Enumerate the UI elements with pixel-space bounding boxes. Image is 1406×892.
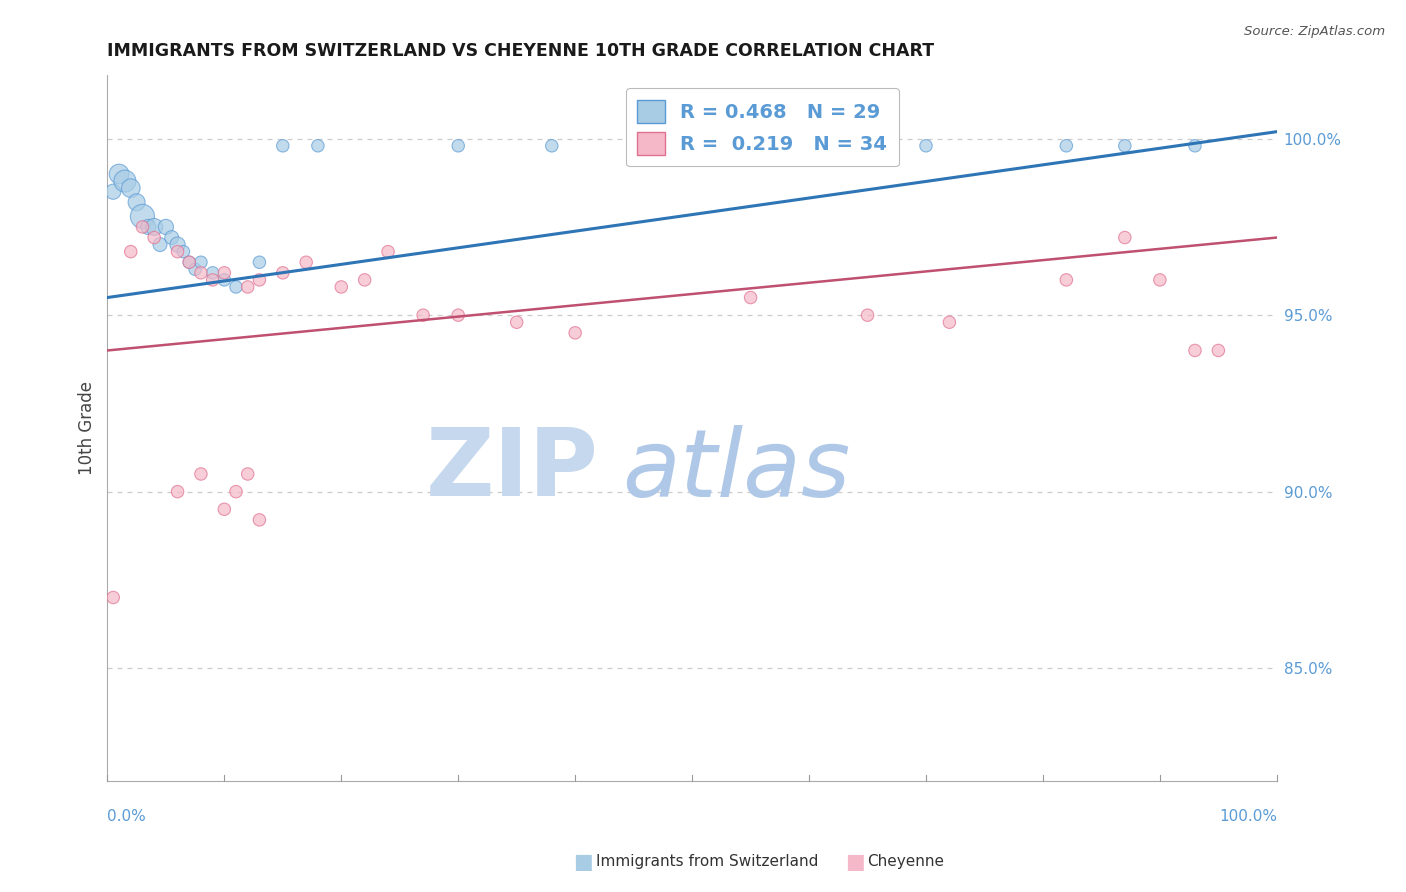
Point <box>330 280 353 294</box>
Point <box>143 219 166 234</box>
Point <box>1184 138 1206 153</box>
Point <box>214 266 236 280</box>
Point <box>236 280 259 294</box>
Point <box>108 167 131 181</box>
Point <box>505 315 527 329</box>
Point <box>114 174 136 188</box>
Point <box>120 181 142 195</box>
Point <box>179 255 201 269</box>
Text: 100.0%: 100.0% <box>1219 809 1277 824</box>
Point <box>225 484 247 499</box>
Text: Immigrants from Switzerland: Immigrants from Switzerland <box>596 855 818 869</box>
Point <box>540 138 562 153</box>
Point <box>125 195 148 210</box>
Point <box>307 138 329 153</box>
Point <box>271 266 294 280</box>
Point <box>915 138 938 153</box>
Point <box>1149 273 1171 287</box>
Point <box>149 237 172 252</box>
Point <box>190 255 212 269</box>
Point <box>1114 230 1136 244</box>
Point <box>155 219 177 234</box>
Point <box>938 315 960 329</box>
Point <box>447 308 470 322</box>
Text: ■: ■ <box>845 852 865 871</box>
Point <box>143 230 166 244</box>
Point <box>377 244 399 259</box>
Point <box>179 255 201 269</box>
Point <box>131 219 153 234</box>
Text: ■: ■ <box>574 852 593 871</box>
Point <box>1054 138 1077 153</box>
Text: Source: ZipAtlas.com: Source: ZipAtlas.com <box>1244 25 1385 38</box>
Point <box>214 273 236 287</box>
Point <box>120 244 142 259</box>
Point <box>1184 343 1206 358</box>
Point <box>271 138 294 153</box>
Point <box>190 467 212 481</box>
Point <box>131 210 153 224</box>
Point <box>1114 138 1136 153</box>
Point <box>190 266 212 280</box>
Point <box>1208 343 1230 358</box>
Point <box>201 266 224 280</box>
Point <box>447 138 470 153</box>
Point <box>740 291 762 305</box>
Point <box>249 255 271 269</box>
Point <box>856 308 879 322</box>
Text: Cheyenne: Cheyenne <box>868 855 945 869</box>
Point <box>412 308 434 322</box>
Point <box>103 185 125 199</box>
Point <box>214 502 236 516</box>
Point <box>249 513 271 527</box>
Point <box>564 326 586 340</box>
Point <box>236 467 259 481</box>
Point <box>249 273 271 287</box>
Point <box>821 138 844 153</box>
Point <box>166 237 188 252</box>
Point <box>172 244 194 259</box>
Y-axis label: 10th Grade: 10th Grade <box>79 381 96 475</box>
Point <box>136 219 159 234</box>
Text: atlas: atlas <box>621 425 851 516</box>
Point <box>1054 273 1077 287</box>
Point <box>166 484 188 499</box>
Point <box>166 244 188 259</box>
Text: 0.0%: 0.0% <box>107 809 146 824</box>
Point <box>103 591 125 605</box>
Text: IMMIGRANTS FROM SWITZERLAND VS CHEYENNE 10TH GRADE CORRELATION CHART: IMMIGRANTS FROM SWITZERLAND VS CHEYENNE … <box>107 42 935 60</box>
Point <box>184 262 207 277</box>
Legend: R = 0.468   N = 29, R =  0.219   N = 34: R = 0.468 N = 29, R = 0.219 N = 34 <box>626 88 898 167</box>
Point <box>225 280 247 294</box>
Point <box>201 273 224 287</box>
Text: ZIP: ZIP <box>426 425 599 516</box>
Point <box>160 230 183 244</box>
Point <box>353 273 375 287</box>
Point <box>295 255 318 269</box>
